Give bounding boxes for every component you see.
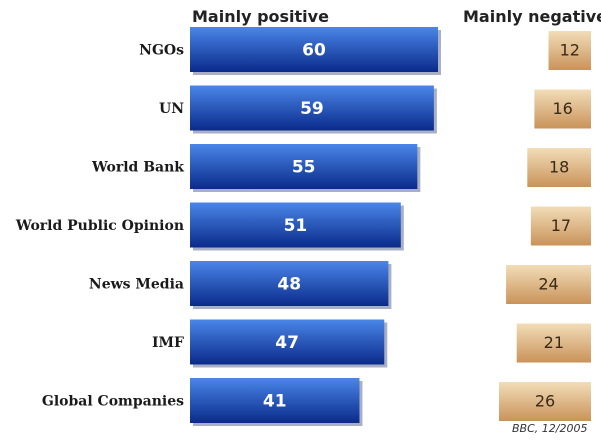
positive-value-label: 60 <box>302 41 326 61</box>
positive-value-label: 55 <box>292 158 316 178</box>
negative-value-label: 24 <box>538 275 558 294</box>
legend-positive: Mainly positive <box>192 7 329 26</box>
positive-value-label: 41 <box>263 392 287 412</box>
positive-value-label: 48 <box>277 275 301 295</box>
negative-value-label: 17 <box>551 216 571 235</box>
source-note: BBC, 12/2005 <box>512 422 587 435</box>
category-label: NGOs <box>139 43 184 59</box>
positive-bar <box>190 202 401 248</box>
positive-bar <box>190 85 434 131</box>
category-label: World Bank <box>91 160 184 176</box>
positive-bar <box>190 261 389 306</box>
negative-value-label: 16 <box>553 99 573 118</box>
category-label: IMF <box>152 335 184 351</box>
positive-value-label: 59 <box>300 99 324 119</box>
negative-bar <box>530 206 591 246</box>
legend-negative: Mainly negative <box>463 7 601 26</box>
category-label: Global Companies <box>42 394 184 410</box>
category-label: World Public Opinion <box>15 218 184 234</box>
positive-value-label: 51 <box>284 216 308 236</box>
category-label: News Media <box>89 277 184 293</box>
positive-bar <box>190 27 438 72</box>
negative-bar <box>506 265 591 304</box>
negative-bar <box>499 382 591 421</box>
positive-value-label: 47 <box>275 333 299 353</box>
positive-bar <box>190 319 385 365</box>
negative-bar <box>548 31 591 70</box>
negative-value-label: 12 <box>560 41 580 60</box>
negative-value-label: 21 <box>544 333 564 352</box>
category-label: UN <box>159 101 184 117</box>
negative-bar <box>534 89 591 129</box>
negative-bar <box>527 148 591 187</box>
negative-bar <box>516 323 591 363</box>
negative-value-label: 26 <box>535 392 555 411</box>
negative-value-label: 18 <box>549 158 569 177</box>
positive-bar <box>190 144 418 189</box>
positive-bar <box>190 378 360 423</box>
